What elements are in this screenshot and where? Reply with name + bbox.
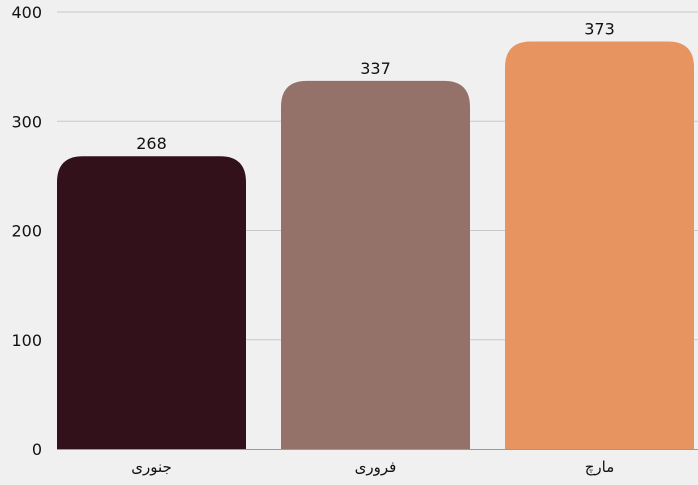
category-label: جنوری [131, 458, 172, 476]
y-tick-label: 100 [11, 331, 42, 350]
x-axis-labels: جنوری فروری مارچ [131, 458, 614, 477]
category-label: مارچ [585, 458, 615, 477]
bars [57, 41, 694, 450]
bar [505, 41, 694, 450]
category-label: فروری [355, 458, 397, 476]
bar-value-label: 373 [584, 19, 615, 38]
bar [281, 80, 470, 449]
y-axis-ticks: 0 100 200 300 400 [11, 3, 42, 459]
y-tick-label: 0 [32, 440, 42, 459]
data-labels: 268 337 373 [136, 19, 615, 153]
y-tick-label: 300 [11, 112, 42, 131]
y-tick-label: 400 [11, 3, 42, 22]
bar-value-label: 337 [360, 59, 391, 78]
y-tick-label: 200 [11, 222, 42, 241]
bar [57, 156, 246, 449]
bar-value-label: 268 [136, 134, 167, 153]
